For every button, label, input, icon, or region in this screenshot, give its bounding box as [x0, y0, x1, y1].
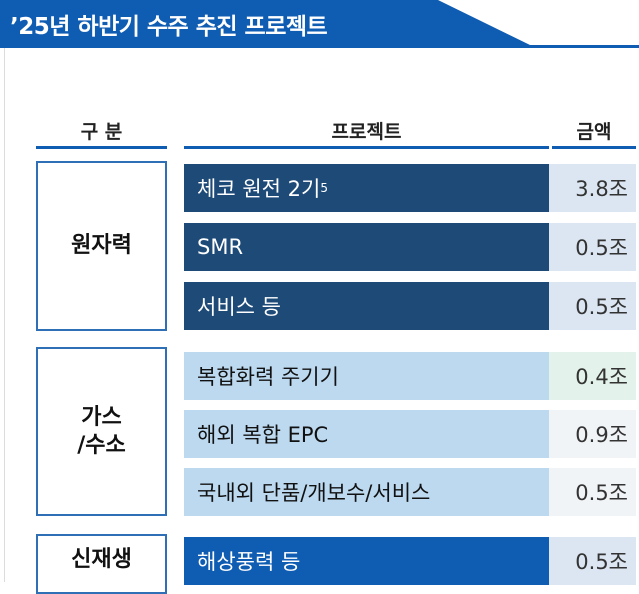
project-row: 해상풍력 등 — [184, 537, 549, 585]
category-renewable: 신재생 — [36, 534, 167, 594]
project-label: 국내외 단품/개보수/서비스 — [197, 481, 431, 505]
project-label: 체코 원전 2기 — [197, 177, 321, 201]
project-label: 복합화력 주기기 — [197, 365, 339, 389]
category-gas-hydrogen: 가스 /수소 — [36, 347, 167, 516]
header-category: 구 분 — [80, 121, 123, 143]
project-row: 국내외 단품/개보수/서비스 — [184, 468, 549, 516]
title-banner — [0, 0, 530, 45]
amount-cell: 0.4조 — [549, 352, 636, 400]
project-label: 해상풍력 등 — [197, 550, 301, 574]
project-label: 해외 복합 EPC — [197, 423, 329, 447]
header-project-rule — [184, 146, 549, 149]
project-row: 해외 복합 EPC — [184, 410, 549, 458]
project-row: 복합화력 주기기 — [184, 352, 549, 400]
project-row: 서비스 등 — [184, 282, 549, 330]
project-label: 서비스 등 — [197, 295, 281, 319]
amount-cell: 0.5조 — [549, 223, 636, 271]
amount-cell: 0.5조 — [549, 468, 636, 516]
header-category-rule — [36, 146, 167, 149]
amount-cell: 0.5조 — [549, 537, 636, 585]
project-row: SMR — [184, 223, 549, 271]
amount-cell: 0.5조 — [549, 282, 636, 330]
category-label: 신재생 — [71, 547, 132, 572]
title-underline — [0, 45, 639, 48]
category-label-line1: 가스 — [81, 405, 122, 430]
header-amount: 금액 — [576, 121, 612, 143]
footnote-marker: 5 — [320, 181, 328, 195]
header-amount-rule — [552, 146, 636, 149]
page-title: ’25년 하반기 수주 추진 프로젝트 — [10, 14, 328, 40]
category-nuclear: 원자력 — [36, 161, 167, 331]
header-project: 프로젝트 — [331, 121, 402, 143]
amount-cell: 0.9조 — [549, 410, 636, 458]
amount-cell: 3.8조 — [549, 164, 636, 212]
category-label-line2: /수소 — [77, 432, 126, 458]
category-label: 원자력 — [71, 233, 132, 259]
project-row: 체코 원전 2기 5 — [184, 164, 549, 212]
project-label: SMR — [197, 235, 244, 259]
